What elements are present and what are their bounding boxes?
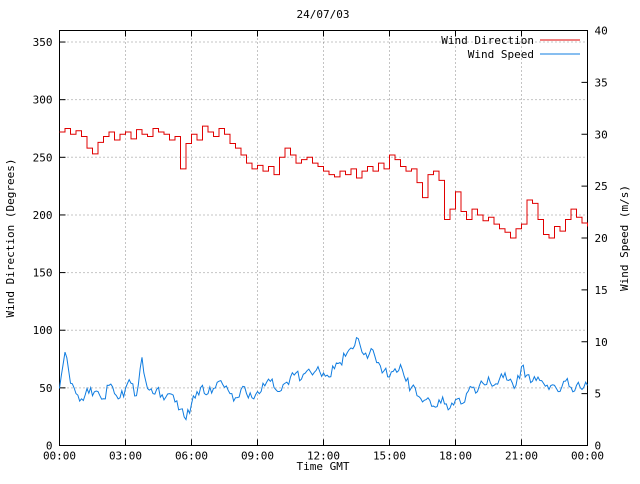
x-tick-label: 06:00 — [175, 450, 208, 463]
y-right-tick-label: 40 — [595, 25, 608, 38]
legend-label: Wind Direction — [441, 34, 534, 47]
legend-label: Wind Speed — [468, 48, 534, 61]
y2-axis-label: Wind Speed (m/s) — [618, 185, 631, 291]
x-tick-label: 12:00 — [307, 450, 340, 463]
y-left-tick-label: 300 — [33, 94, 53, 107]
y-left-tick-label: 100 — [33, 324, 53, 337]
y-right-tick-label: 5 — [595, 388, 602, 401]
chart-title: 24/07/03 — [297, 8, 350, 21]
y-left-tick-label: 350 — [33, 36, 53, 49]
x-tick-label: 09:00 — [241, 450, 274, 463]
y-right-tick-label: 35 — [595, 76, 608, 89]
y-left-tick-label: 200 — [33, 209, 53, 222]
series-wind-speed-line — [59, 336, 588, 421]
x-tick-label: 18:00 — [439, 450, 472, 463]
y-axis-label: Wind Direction (Degrees) — [4, 159, 17, 318]
y-right-tick-label: 10 — [595, 336, 608, 349]
x-tick-label: 21:00 — [505, 450, 538, 463]
y-right-tick-label: 30 — [595, 128, 608, 141]
y-left-tick-label: 50 — [39, 382, 52, 395]
y-right-tick-label: 20 — [595, 232, 608, 245]
y-left-tick-label: 0 — [46, 440, 53, 453]
x-tick-label: 15:00 — [373, 450, 406, 463]
y-left-tick-label: 250 — [33, 151, 53, 164]
x-tick-label: 00:00 — [43, 450, 76, 463]
series-wind-direction-line — [59, 125, 588, 239]
y-left-tick-label: 150 — [33, 267, 53, 280]
x-tick-label: 03:00 — [109, 450, 142, 463]
x-tick-label: 00:00 — [571, 450, 604, 463]
y-right-tick-label: 0 — [595, 440, 602, 453]
plot-area: 00:00 03:00 06:00 09:00 12:00 15:00 18:00 21:00… — [33, 25, 608, 463]
x-axis-label: Time GMT — [297, 460, 350, 473]
y-right-tick-label: 15 — [595, 284, 608, 297]
y-right-tick-label: 25 — [595, 180, 608, 193]
